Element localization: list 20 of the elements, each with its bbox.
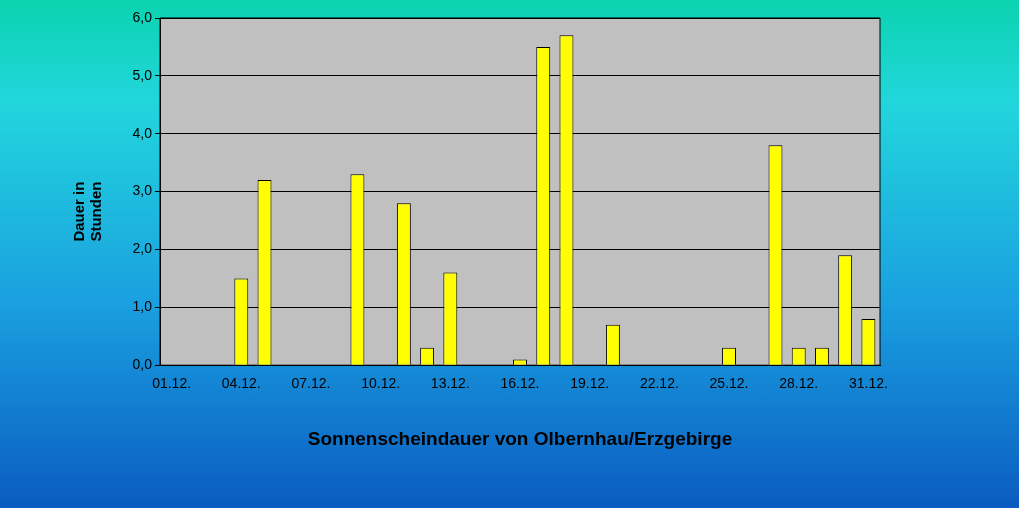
x-tick-label: 16.12.	[500, 375, 540, 392]
y-axis-title: Dauer in Stunden	[69, 181, 104, 242]
x-tick-label: 31.12.	[848, 375, 888, 392]
x-tick-label: 22.12.	[639, 375, 679, 392]
y-tick-label: 3,0	[132, 182, 153, 199]
y-tick-label: 6,0	[132, 8, 153, 25]
x-tick-label: 01.12.	[152, 375, 192, 392]
y-tick-label: 5,0	[132, 66, 153, 83]
y-tick-label: 2,0	[132, 240, 153, 257]
x-tick-label: 25.12.	[709, 375, 749, 392]
x-tick-label: 13.12.	[430, 375, 470, 392]
x-tick-label: 10.12.	[361, 375, 401, 392]
x-tick-label: 28.12.	[779, 375, 819, 392]
x-tick-label: 07.12.	[291, 375, 331, 392]
x-tick-label: 04.12.	[221, 375, 261, 392]
y-tick-label: 4,0	[132, 124, 153, 141]
y-tick-label: 0,0	[132, 356, 153, 373]
x-tick-label: 19.12.	[570, 375, 610, 392]
y-tick-label: 1,0	[132, 298, 153, 315]
x-axis-title: Sonnenscheindauer von Olbernhau/Erzgebirge	[307, 428, 733, 450]
